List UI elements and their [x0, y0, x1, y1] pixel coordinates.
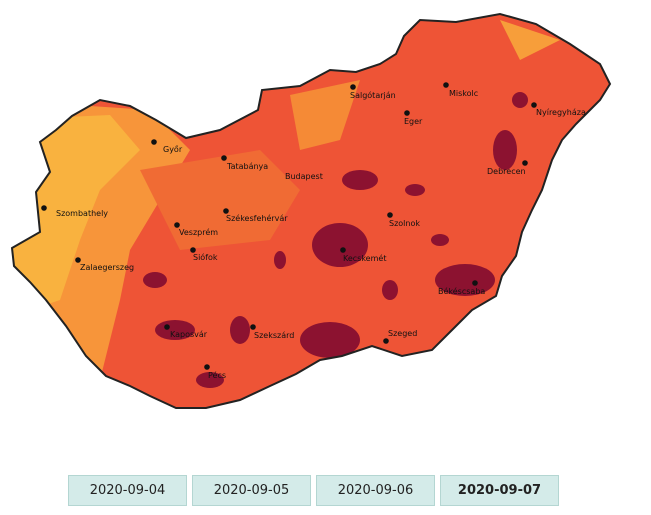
city-label: Eger — [404, 117, 423, 126]
city-label: Szeged — [388, 329, 417, 338]
city-label: Kecskemét — [343, 253, 386, 263]
date-button[interactable]: 2020-09-05 — [192, 475, 311, 506]
city-dot — [522, 160, 528, 166]
city-dot — [221, 155, 227, 161]
map: Győr Tatabánya Budapest Salgótarján Miskolc E… — [11, 13, 611, 409]
date-button[interactable]: 2020-09-04 — [68, 475, 187, 506]
city-label: Zalaegerszeg — [80, 263, 134, 272]
city-dot — [41, 205, 47, 211]
city-label: Debrecen — [487, 167, 526, 176]
map-fill — [12, 14, 610, 408]
date-button[interactable]: 2020-09-06 — [316, 475, 435, 506]
city-label: Pécs — [208, 370, 226, 380]
city-label: Siófok — [193, 252, 218, 262]
city-dot — [404, 110, 410, 116]
city-dot — [75, 257, 81, 263]
city-dot — [387, 212, 393, 218]
city-label: Nyíregyháza — [536, 108, 586, 117]
city-dot — [472, 280, 478, 286]
city-label: Szombathely — [56, 209, 108, 218]
city-dot — [164, 324, 170, 330]
cities: Győr Tatabánya Budapest Salgótarján Miskolc E… — [41, 82, 586, 380]
city-dot — [151, 139, 157, 145]
city-dot — [350, 84, 356, 90]
date-bar: 2020-09-04 2020-09-05 2020-09-06 2020-09-07 — [68, 475, 559, 506]
city-label: Győr — [163, 145, 183, 154]
city-dot — [443, 82, 449, 88]
city-dot — [383, 338, 389, 344]
city-label: Szolnok — [389, 219, 420, 228]
city-label: Békéscsaba — [438, 286, 485, 296]
city-label: Tatabánya — [226, 162, 268, 171]
city-dot — [190, 247, 196, 253]
city-dot — [250, 324, 256, 330]
city-dot — [223, 208, 229, 214]
city-dot — [174, 222, 180, 228]
city-dot — [340, 247, 346, 253]
city-dot — [531, 102, 537, 108]
city-label: Veszprém — [179, 227, 218, 237]
date-button[interactable]: 2020-09-07 — [440, 475, 559, 506]
city-label: Szekszárd — [254, 331, 294, 340]
city-label: Kaposvár — [170, 330, 208, 339]
city-label: Miskolc — [449, 89, 478, 98]
city-dot — [204, 364, 210, 370]
city-label: Budapest — [285, 172, 323, 181]
city-label: Salgótarján — [350, 90, 396, 100]
city-label: Székesfehérvár — [226, 213, 288, 223]
